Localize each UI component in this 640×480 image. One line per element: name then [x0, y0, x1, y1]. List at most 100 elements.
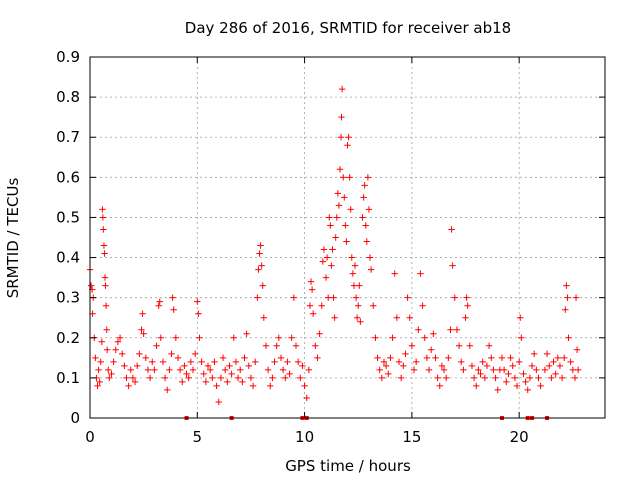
data-point [387, 354, 394, 362]
data-point [301, 382, 308, 390]
data-point [410, 366, 418, 374]
data-point [524, 386, 531, 394]
data-point [492, 374, 499, 382]
data-point [432, 354, 439, 362]
data-point [470, 374, 478, 382]
data-point [100, 242, 108, 249]
data-point [395, 358, 403, 366]
x-tick-label: 5 [193, 428, 203, 446]
data-point [198, 358, 205, 366]
data-point [434, 374, 441, 382]
data-point [306, 302, 314, 309]
data-point [349, 270, 357, 277]
data-point [563, 282, 570, 289]
data-point [335, 202, 343, 209]
data-point [341, 194, 348, 201]
data-point [500, 366, 508, 374]
data-point [92, 354, 99, 362]
data-point [453, 326, 461, 333]
data-point [345, 134, 352, 141]
y-tick-label: 0 [70, 409, 80, 427]
data-point [305, 366, 313, 374]
data-point [234, 374, 242, 382]
data-point [498, 354, 506, 362]
data-point [391, 270, 398, 277]
data-point [151, 366, 158, 374]
data-point [356, 282, 363, 289]
y-tick-label: 0.5 [56, 208, 80, 226]
data-point [352, 294, 360, 301]
data-point [308, 286, 316, 293]
data-point [102, 282, 109, 289]
data-point [196, 334, 203, 341]
data-point [342, 222, 349, 229]
data-point [571, 374, 579, 382]
data-point [324, 294, 332, 301]
data-point [372, 334, 379, 341]
data-point [144, 366, 152, 374]
data-point [361, 182, 368, 189]
data-point [374, 354, 381, 362]
data-point [445, 354, 452, 362]
data-point [187, 358, 195, 366]
data-point [438, 362, 446, 370]
data-point [232, 358, 240, 366]
y-tick-label: 0.6 [56, 168, 80, 186]
data-point [164, 386, 171, 394]
data-point [558, 374, 566, 382]
data-point [331, 314, 338, 321]
data-point [526, 374, 534, 382]
data-point [451, 294, 458, 301]
data-point [256, 250, 263, 257]
data-point [258, 262, 265, 269]
data-point [346, 174, 353, 181]
data-point [112, 346, 119, 354]
data-point [286, 370, 293, 378]
data-point [408, 342, 416, 349]
data-point [362, 222, 369, 229]
data-point [359, 214, 366, 221]
data-point [475, 366, 482, 374]
data-point [153, 342, 160, 349]
data-point [204, 362, 212, 370]
data-point [393, 314, 401, 321]
data-point [343, 238, 350, 245]
data-point [458, 358, 465, 366]
data-point [518, 334, 525, 341]
data-point [556, 362, 564, 370]
data-point [370, 302, 377, 309]
y-tick-label: 0.3 [56, 289, 80, 307]
data-point [357, 318, 364, 325]
data-point [316, 330, 323, 337]
data-point [156, 298, 163, 305]
data-point [200, 370, 207, 378]
data-point [550, 358, 557, 366]
data-point [481, 374, 489, 382]
data-point [243, 330, 250, 337]
data-point [95, 366, 102, 374]
data-point [355, 302, 362, 309]
data-point [292, 342, 300, 349]
data-point [239, 378, 246, 386]
data-point [157, 334, 165, 341]
data-point [121, 362, 128, 370]
x-tick-label: 15 [402, 428, 421, 446]
data-point [118, 350, 126, 358]
data-point [169, 294, 176, 301]
data-point [264, 366, 272, 374]
data-point [548, 374, 555, 382]
y-tick-label: 0.7 [56, 128, 80, 146]
data-point [564, 294, 571, 301]
data-point [314, 354, 321, 362]
data-point [360, 194, 367, 201]
y-tick-label: 0.9 [56, 48, 80, 66]
data-point [507, 354, 514, 362]
data-point [221, 366, 229, 374]
y-axis-label: SRMTID / TECUs [4, 178, 22, 299]
data-point [528, 362, 536, 370]
data-point [402, 350, 409, 358]
data-point [202, 378, 210, 386]
data-point [172, 334, 180, 341]
data-point [211, 358, 218, 366]
data-point [334, 190, 342, 197]
